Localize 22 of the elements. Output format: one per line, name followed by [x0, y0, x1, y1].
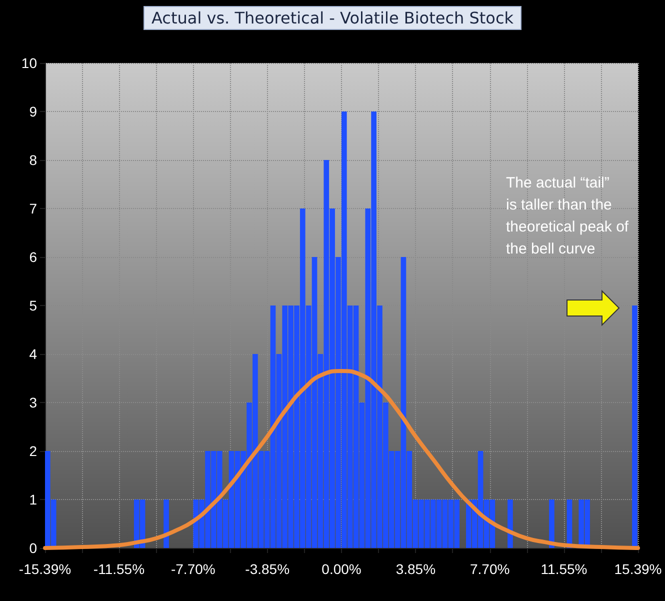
x-tick-label: -7.70% — [170, 561, 216, 577]
y-tick-label: 3 — [29, 394, 38, 410]
y-tick-label: 10 — [21, 55, 38, 71]
y-tick-label: 7 — [29, 200, 38, 216]
x-tick-label: -15.39% — [18, 561, 72, 577]
x-tick-label: 11.55% — [540, 561, 588, 577]
y-tick-label: 0 — [29, 540, 38, 556]
chart-title: Actual vs. Theoretical - Volatile Biotech Stock — [152, 8, 514, 28]
y-tick-label: 5 — [29, 298, 38, 314]
x-tick-label: 7.70% — [470, 561, 510, 577]
y-tick-label: 9 — [29, 104, 38, 120]
x-tick-label: 3.85% — [396, 561, 436, 577]
x-tick-label: -3.85% — [245, 561, 290, 577]
y-tick-label: 8 — [29, 152, 38, 168]
y-tick-label: 4 — [29, 346, 38, 362]
annotation: The actual “tail” is taller than the theoretical peak of the bell curve — [506, 174, 633, 258]
x-tick-label: -11.55% — [93, 561, 145, 577]
y-tick-label: 1 — [29, 492, 38, 508]
x-tick-label: 0.00% — [322, 561, 362, 577]
y-tick-label: 6 — [29, 249, 38, 265]
x-tick-label: 15.39% — [614, 561, 662, 577]
y-tick-label: 2 — [29, 443, 38, 459]
